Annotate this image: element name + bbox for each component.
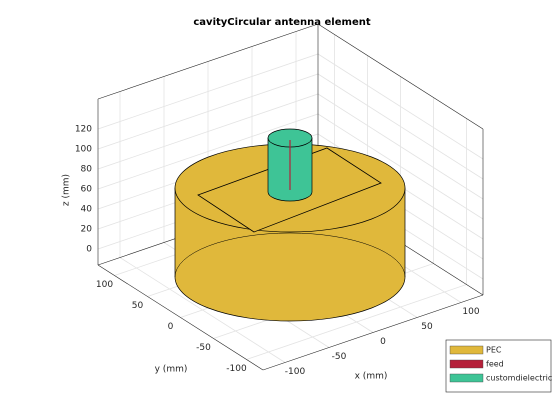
axis-edge [262, 294, 484, 371]
x-tick-label: 0 [380, 337, 386, 347]
z-tick-label: 20 [81, 225, 93, 235]
z-tick-label: 80 [81, 165, 93, 175]
axis-edge [97, 23, 319, 100]
legend-swatch [449, 373, 484, 383]
chart-title: cavityCircular antenna element [193, 17, 370, 28]
z-axis-label: z (mm) [62, 174, 72, 206]
antenna [174, 128, 406, 322]
legend-label: feed [486, 360, 504, 369]
x-tick-label: 50 [421, 322, 433, 332]
z-tick-label: 40 [81, 205, 93, 215]
z-tick-label: 0 [86, 245, 92, 255]
y-tick-label: 50 [132, 301, 144, 311]
cavity-rim [174, 232, 406, 278]
axis-edge [317, 23, 484, 130]
y-tick-label: 0 [168, 322, 174, 332]
legend-swatch [449, 345, 484, 355]
legend-label: PEC [486, 346, 502, 355]
legend-label: customdielectric [486, 374, 552, 383]
axis-edge [97, 264, 264, 371]
y-axis-label: y (mm) [155, 365, 188, 375]
y-tick-label: -100 [226, 364, 247, 374]
y-tick-label: 100 [96, 280, 113, 290]
y-tick-label: -50 [196, 343, 211, 353]
z-tick-label: 120 [75, 125, 92, 135]
z-tick-label: 60 [81, 185, 93, 195]
x-tick-label: 100 [462, 307, 479, 317]
z-tick-label: 100 [75, 145, 92, 155]
legend: PEC feed customdielectric [445, 339, 552, 393]
x-tick-label: -100 [285, 367, 306, 377]
x-tick-label: -50 [332, 352, 347, 362]
legend-swatch [449, 359, 484, 369]
x-axis-label: x (mm) [355, 372, 388, 382]
